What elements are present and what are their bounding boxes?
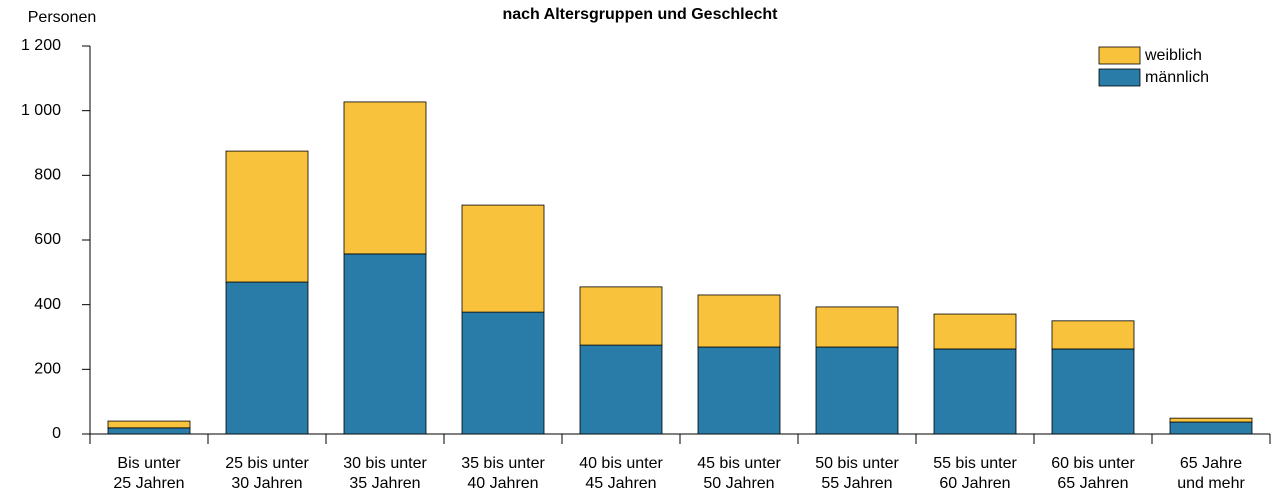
x-tick-label: 45 Jahren bbox=[585, 475, 656, 491]
y-tick-label: 1 200 bbox=[21, 37, 61, 54]
bar-segment bbox=[1169, 421, 1253, 435]
bar-segment bbox=[461, 204, 545, 313]
chart-title: nach Altersgruppen und Geschlecht bbox=[502, 6, 778, 23]
y-tick-label: 400 bbox=[34, 296, 61, 313]
bar-segment bbox=[225, 150, 309, 283]
bar-segment bbox=[697, 294, 781, 348]
x-tick-label: 40 bis unter bbox=[579, 455, 663, 472]
x-tick-label: 60 bis unter bbox=[1051, 455, 1135, 472]
x-tick-label: 40 Jahren bbox=[467, 475, 538, 491]
bar-segment bbox=[697, 346, 781, 435]
bar-segment bbox=[1169, 417, 1253, 423]
bar-segment bbox=[225, 281, 309, 435]
x-tick-label: 30 Jahren bbox=[231, 475, 302, 491]
x-tick-label: 35 Jahren bbox=[349, 475, 420, 491]
x-tick-label: 65 Jahren bbox=[1057, 475, 1128, 491]
bar-segment bbox=[461, 311, 545, 435]
y-axis-label: Personen bbox=[28, 9, 97, 26]
bar-segment bbox=[107, 427, 191, 435]
y-tick-label: 0 bbox=[52, 425, 61, 442]
bar-segment bbox=[933, 313, 1017, 350]
y-tick-label: 800 bbox=[34, 167, 61, 184]
x-tick-label: 55 Jahren bbox=[821, 475, 892, 491]
bar-segment bbox=[815, 306, 899, 348]
bar-segment bbox=[815, 346, 899, 435]
bar-segment bbox=[1051, 348, 1135, 435]
bar-segment bbox=[579, 286, 663, 346]
legend-swatch bbox=[1098, 46, 1141, 65]
bar-segment bbox=[933, 348, 1017, 435]
y-tick-label: 1 000 bbox=[21, 102, 61, 119]
x-tick-label: 55 bis unter bbox=[933, 455, 1017, 472]
x-tick-label: 60 Jahren bbox=[939, 475, 1010, 491]
x-tick-label: 30 bis unter bbox=[343, 455, 427, 472]
y-tick-label: 200 bbox=[34, 361, 61, 378]
x-tick-label: 65 Jahre bbox=[1180, 455, 1242, 472]
legend-label: weiblich bbox=[1144, 47, 1202, 64]
x-tick-label: 50 bis unter bbox=[815, 455, 899, 472]
bar-segment bbox=[579, 344, 663, 435]
legend-label: männlich bbox=[1145, 69, 1209, 86]
x-tick-label: und mehr bbox=[1177, 475, 1245, 491]
bar-segment bbox=[343, 101, 427, 255]
x-tick-label: 25 Jahren bbox=[113, 475, 184, 491]
bar-segment bbox=[107, 420, 191, 429]
bar-segment bbox=[343, 253, 427, 435]
x-tick-label: 35 bis unter bbox=[461, 455, 545, 472]
x-tick-label: 45 bis unter bbox=[697, 455, 781, 472]
x-tick-label: 50 Jahren bbox=[703, 475, 774, 491]
x-tick-label: Bis unter bbox=[117, 455, 181, 472]
legend-swatch bbox=[1098, 68, 1141, 87]
x-tick-label: 25 bis unter bbox=[225, 455, 309, 472]
bar-segment bbox=[1051, 320, 1135, 350]
y-tick-label: 600 bbox=[34, 231, 61, 248]
